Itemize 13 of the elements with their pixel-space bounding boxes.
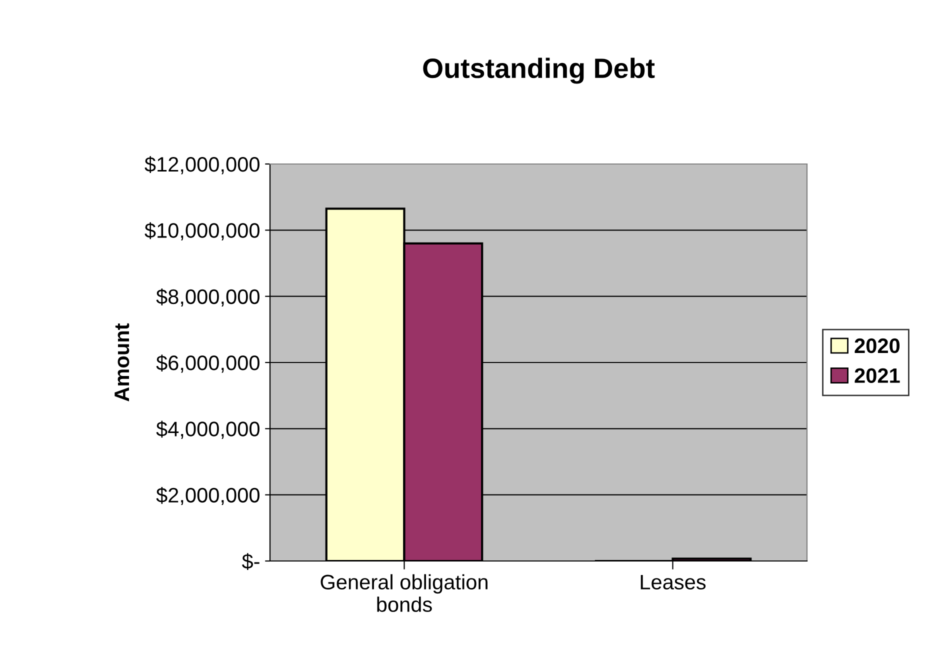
x-tick-label: Leases bbox=[640, 574, 706, 590]
y-tick-label: $12,000,000 bbox=[144, 156, 260, 174]
chart-title: Outstanding Debt bbox=[423, 58, 655, 84]
y-tick-label: $- bbox=[242, 553, 260, 570]
y-tick-label: $8,000,000 bbox=[156, 288, 260, 307]
legend-label: 2020 bbox=[854, 338, 900, 354]
y-tick-label: $4,000,000 bbox=[156, 420, 260, 439]
y-tick-label: $10,000,000 bbox=[144, 222, 260, 240]
y-axis-title: Amount bbox=[114, 323, 130, 402]
y-tick-label: $6,000,000 bbox=[156, 354, 260, 373]
x-tick-label: General obligation bonds bbox=[320, 574, 488, 612]
y-tick-label: $2,000,000 bbox=[156, 486, 260, 506]
legend-label: 2021 bbox=[854, 368, 900, 384]
